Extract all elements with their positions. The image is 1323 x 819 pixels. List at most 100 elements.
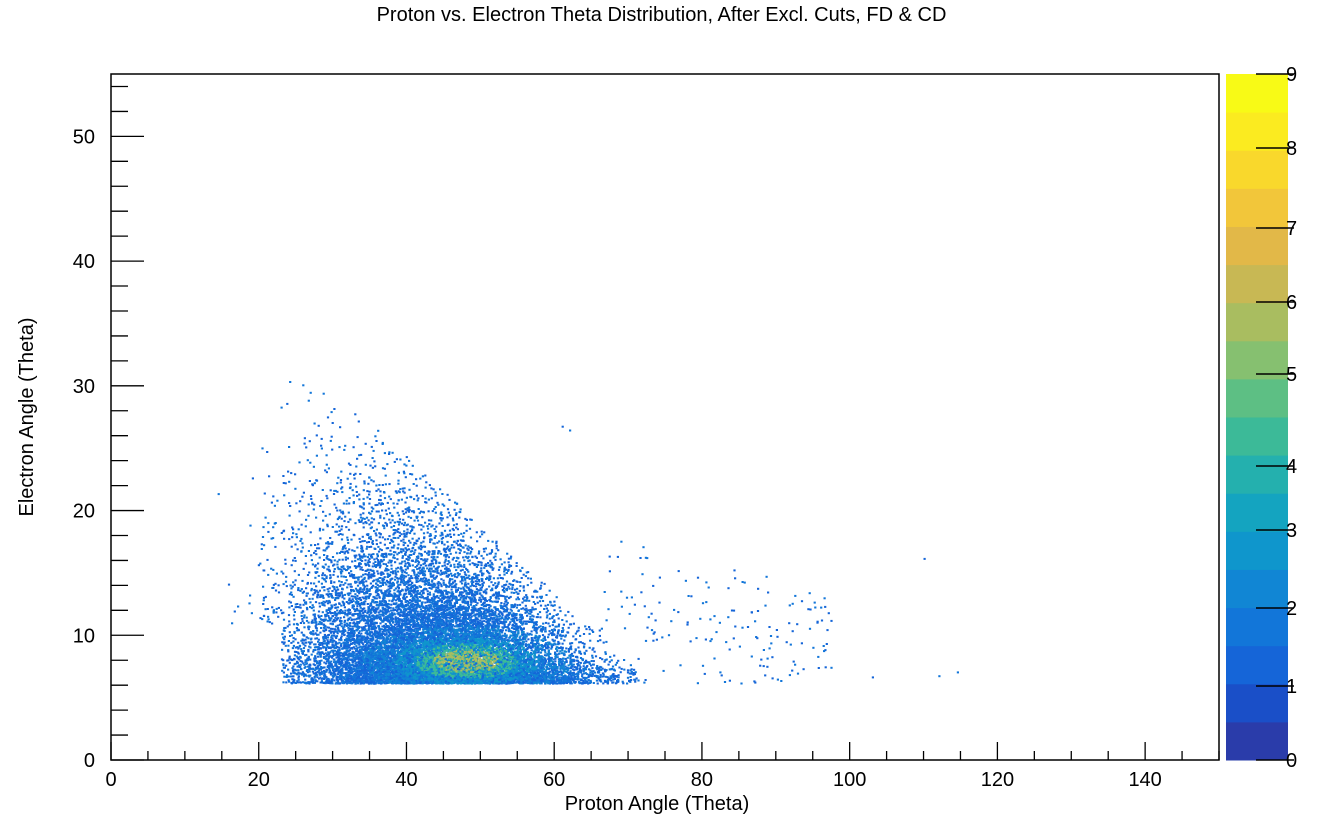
data-point: [410, 682, 413, 685]
data-point: [394, 490, 397, 493]
data-point: [352, 633, 355, 636]
data-point: [327, 602, 330, 605]
data-point: [569, 656, 572, 659]
data-point: [492, 584, 495, 587]
scatter-points: [217, 381, 959, 685]
data-point: [350, 570, 353, 573]
data-point: [467, 570, 470, 573]
data-point: [485, 588, 488, 591]
data-point: [356, 605, 359, 608]
data-point: [389, 512, 392, 515]
data-point: [393, 648, 396, 651]
data-point: [339, 594, 342, 597]
data-point: [363, 482, 366, 485]
data-point: [294, 579, 297, 582]
data-point: [339, 583, 342, 586]
data-point: [505, 634, 508, 637]
data-point: [405, 620, 408, 623]
data-point: [451, 627, 454, 630]
data-point: [561, 663, 564, 666]
data-point: [413, 570, 416, 573]
data-point: [551, 630, 554, 633]
data-point: [342, 502, 345, 505]
data-point: [335, 506, 338, 509]
data-point: [334, 673, 337, 676]
data-point: [372, 480, 375, 483]
data-point: [466, 547, 469, 550]
data-point: [358, 643, 361, 646]
data-point: [559, 610, 562, 613]
data-point: [414, 566, 417, 568]
data-point: [397, 648, 400, 651]
data-point: [523, 608, 526, 611]
data-point: [479, 651, 482, 654]
data-point: [554, 654, 557, 657]
data-point: [362, 643, 365, 646]
data-point: [380, 604, 383, 607]
data-point: [446, 596, 449, 599]
data-point: [316, 571, 319, 574]
data-point: [346, 659, 349, 662]
data-point: [475, 585, 478, 588]
data-point: [315, 637, 319, 640]
data-point: [421, 475, 424, 478]
data-point: [325, 655, 328, 658]
data-point: [263, 544, 266, 547]
data-point: [327, 545, 330, 548]
data-point: [284, 580, 288, 583]
data-point: [448, 569, 451, 572]
data-point: [469, 616, 472, 619]
data-point: [424, 616, 427, 619]
data-point: [344, 556, 347, 559]
data-point: [552, 621, 555, 624]
data-point: [391, 617, 394, 620]
data-point: [352, 501, 355, 503]
data-point: [548, 663, 551, 666]
data-point: [355, 465, 358, 468]
data-point: [604, 651, 607, 654]
data-point: [314, 632, 317, 635]
data-point: [429, 534, 432, 537]
data-point: [364, 625, 367, 627]
data-point: [563, 668, 566, 671]
data-point: [390, 546, 393, 549]
data-point: [551, 624, 554, 627]
data-point: [413, 603, 417, 606]
data-point: [288, 514, 291, 517]
data-point: [385, 524, 388, 527]
data-point: [367, 519, 370, 522]
data-point: [352, 595, 355, 598]
data-point: [333, 588, 336, 591]
data-point: [420, 612, 423, 615]
data-point: [571, 615, 574, 618]
data-point: [432, 626, 435, 629]
data-point: [402, 490, 405, 493]
data-point: [337, 533, 340, 536]
data-point: [529, 671, 532, 674]
data-point: [336, 575, 339, 578]
data-point: [324, 469, 327, 472]
data-point: [393, 623, 397, 626]
data-point: [356, 584, 360, 587]
data-point: [355, 607, 359, 610]
data-point: [293, 618, 296, 621]
data-point: [293, 654, 296, 657]
data-point: [533, 660, 536, 662]
data-point: [409, 516, 413, 519]
data-point: [449, 584, 452, 587]
data-point: [288, 480, 291, 483]
data-point: [361, 608, 364, 611]
data-point: [446, 585, 449, 588]
data-point: [465, 576, 468, 579]
data-point: [590, 664, 593, 667]
data-point: [336, 586, 339, 589]
data-point: [377, 657, 380, 659]
data-point: [422, 559, 425, 562]
data-point: [397, 657, 400, 660]
data-point: [416, 519, 420, 522]
data-point: [292, 665, 295, 668]
data-point: [333, 503, 336, 506]
data-point: [381, 646, 384, 649]
data-point: [372, 623, 375, 626]
data-point: [314, 550, 317, 552]
